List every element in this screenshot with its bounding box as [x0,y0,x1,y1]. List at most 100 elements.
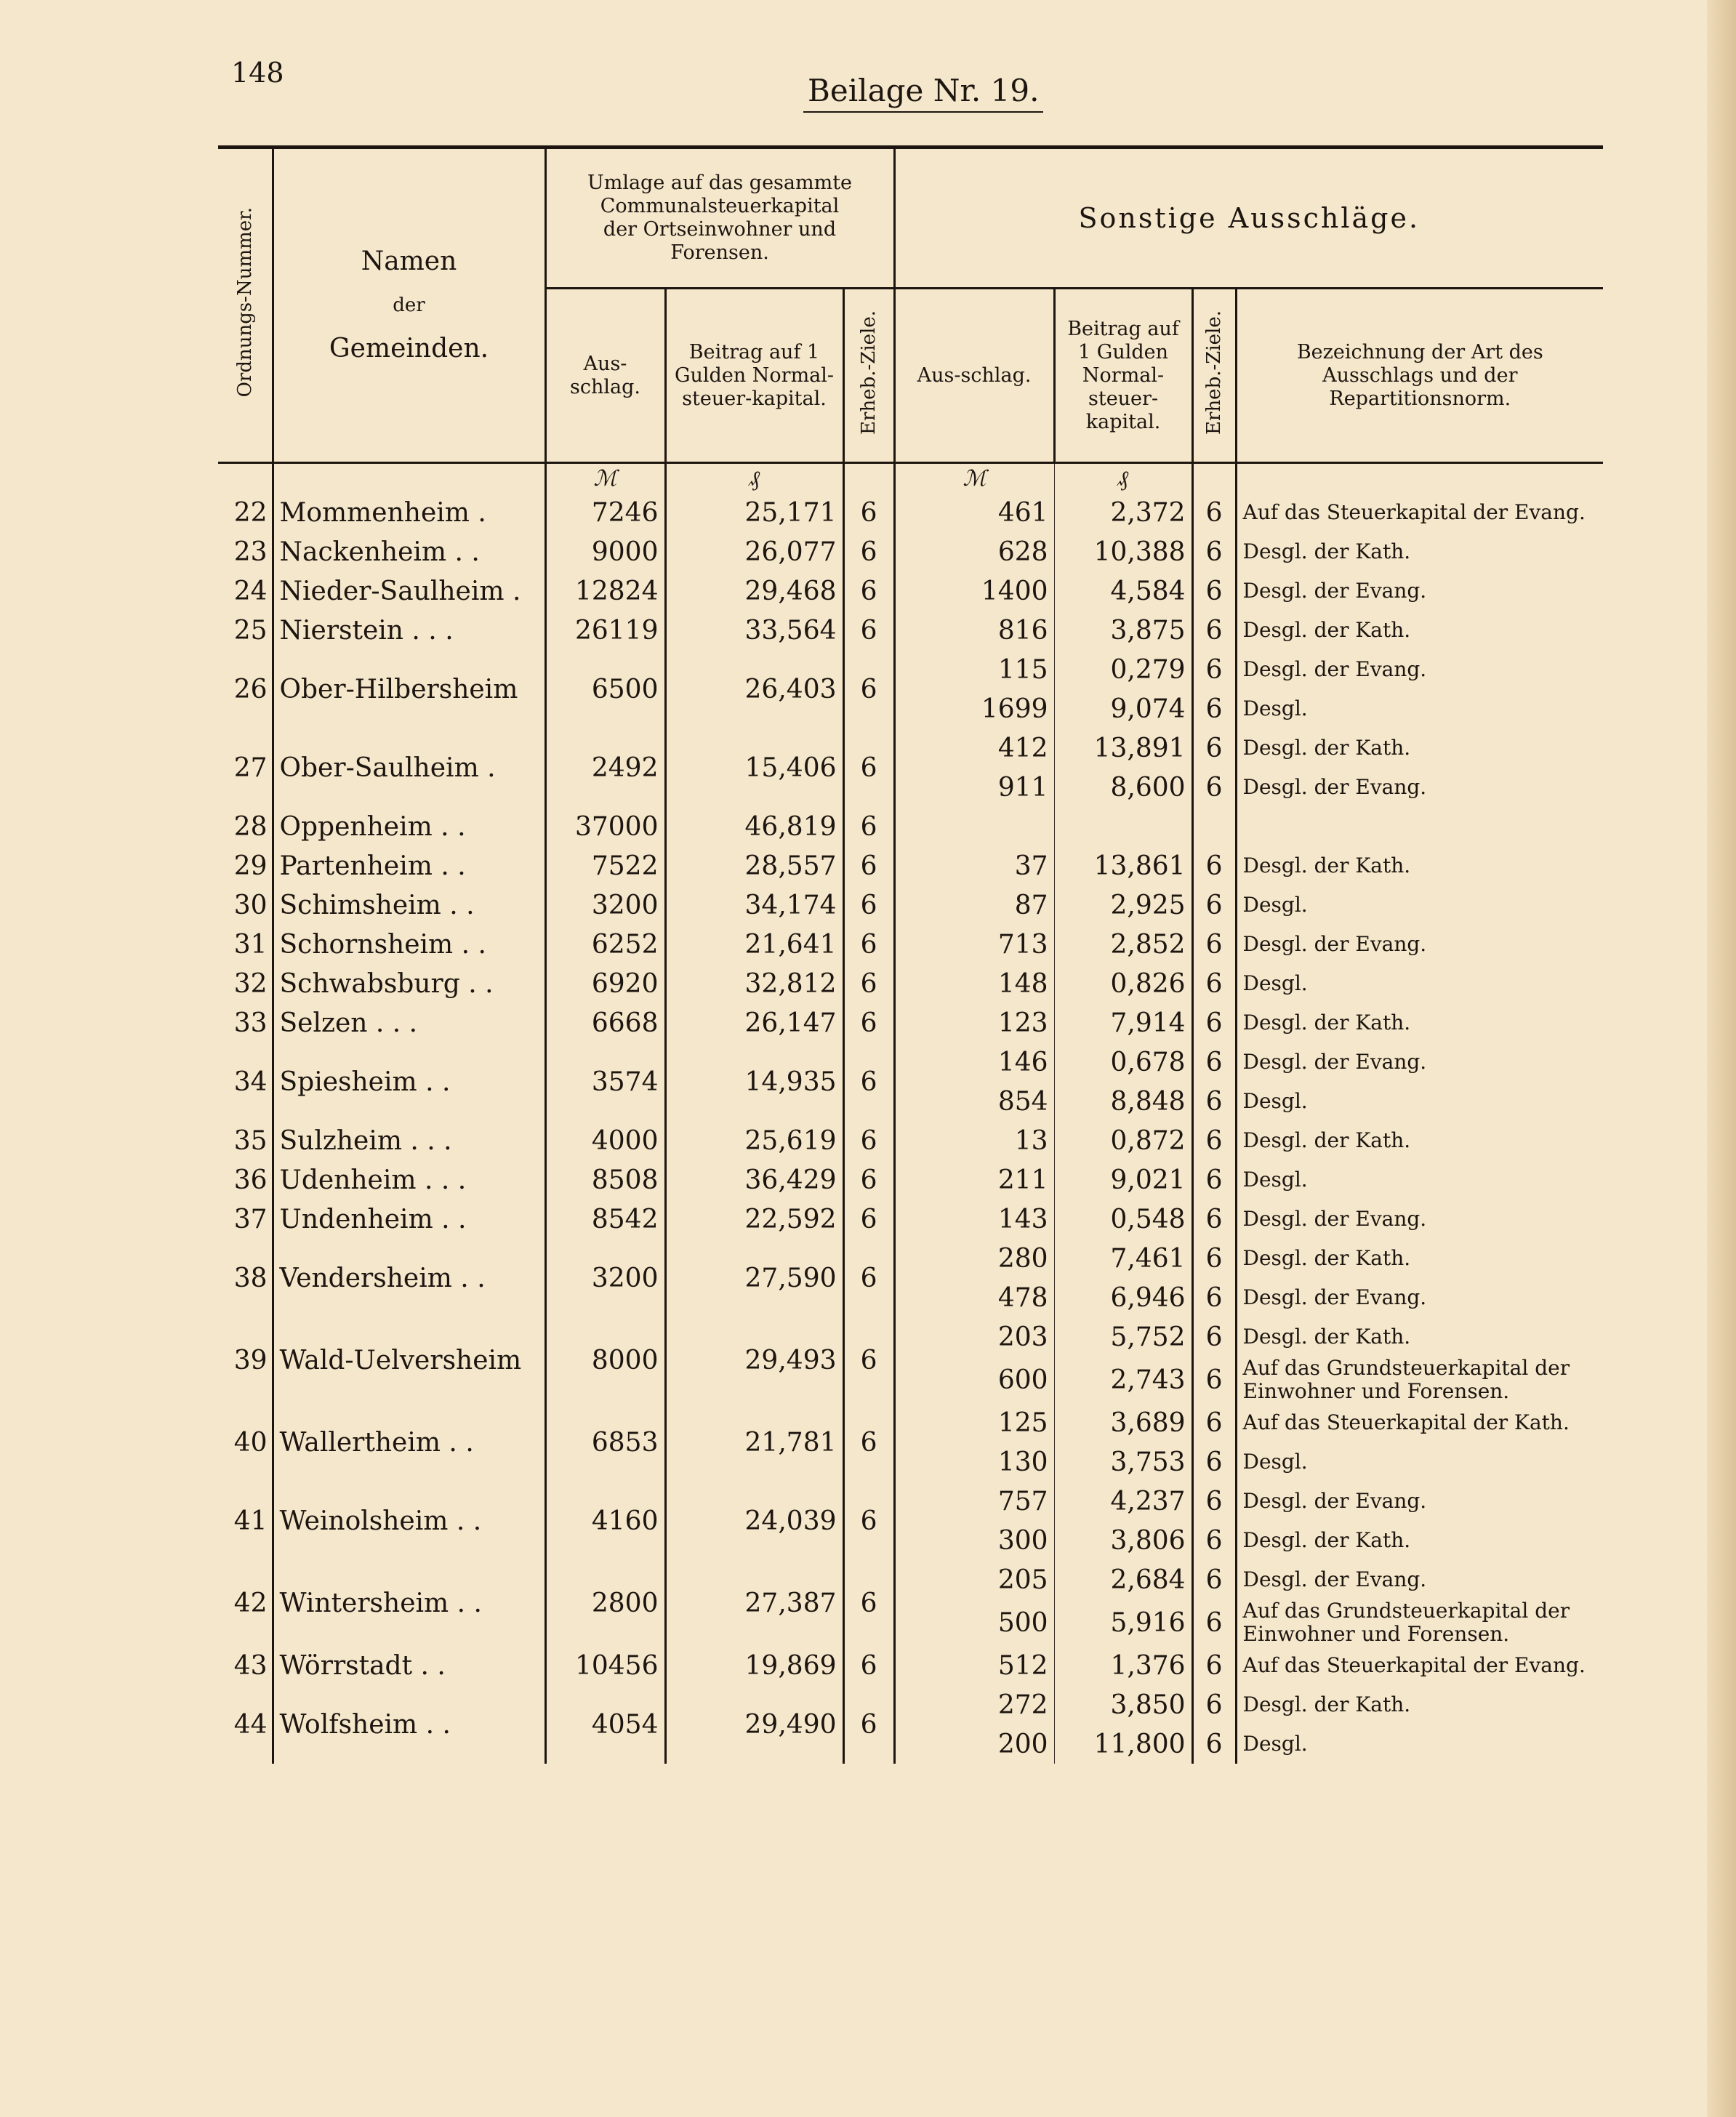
umlage-ausschlag: 6920 [544,964,665,1003]
umlage-ausschlag: 2492 [544,728,665,807]
municipality-name: Undenheim . . [271,1200,545,1239]
sonstige-beitrag: 8,848 [1053,1082,1193,1121]
umlage-erheb-ziele: 6 [842,728,895,807]
umlage-beitrag: 25,171 [664,493,843,532]
umlage-ausschlag: 6668 [544,1003,665,1043]
sonstige-ausschlag: 500 [893,1599,1055,1646]
umlage-beitrag: 29,493 [664,1317,843,1403]
sonstige-erheb-ziele: 6 [1191,1317,1237,1357]
sonstige-bezeichnung: Desgl. [1234,1442,1604,1482]
sonstige-beitrag: 11,800 [1053,1724,1193,1764]
umlage-beitrag: 19,869 [664,1646,843,1685]
umlage-ausschlag: 4054 [544,1685,665,1764]
sonstige-ausschlag: 87 [893,885,1055,925]
sonstige-erheb-ziele: 6 [1191,611,1237,650]
umlage-beitrag: 15,406 [664,728,843,807]
municipality-name: Wallertheim . . [271,1403,545,1482]
table-row: 30 Schimsheim . . 3200 34,174 6 87 2,925 6 Desgl… [218,885,1604,925]
sonstige-ausschlag [893,807,1055,846]
header-ordnungs-nummer: Ordnungs-Nummer. [218,147,273,464]
sonstige-bezeichnung: Desgl. der Kath. [1234,728,1604,768]
umlage-ausschlag: 9000 [544,532,665,571]
sonstige-ausschlag: 1400 [893,571,1055,611]
umlage-ausschlag: 3574 [544,1043,665,1121]
sonstige-ausschlag: 115 [893,650,1055,689]
municipality-name: Nierstein . . . [271,611,545,650]
sonstige-erheb-ziele: 6 [1191,1599,1237,1646]
header-beitrag-1: Beitrag auf 1 Gulden Normal-steuer-kapit… [664,288,843,464]
municipality-name: Sulzheim . . . [271,1121,545,1160]
municipality-name: Udenheim . . . [271,1160,545,1200]
municipality-name: Schimsheim . . [271,885,545,925]
umlage-erheb-ziele: 6 [842,493,895,532]
sonstige-beitrag: 5,916 [1053,1599,1193,1646]
umlage-erheb-ziele: 6 [842,1003,895,1043]
sonstige-ausschlag: 37 [893,846,1055,885]
umlage-ausschlag: 8508 [544,1160,665,1200]
sonstige-erheb-ziele: 6 [1191,1521,1237,1560]
table-row: 41 Weinolsheim . . 4160 24,039 6 757 4,237 6 Des… [218,1482,1604,1560]
municipality-name: Wolfsheim . . [271,1685,545,1764]
row-number: 38 [233,1263,268,1293]
sonstige-beitrag: 2,852 [1053,925,1193,964]
sonstige-beitrag: 2,743 [1053,1357,1193,1403]
row-number: 28 [233,811,268,842]
row-number: 26 [233,674,268,704]
table-row: 44 Wolfsheim . . 4054 29,490 6 272 3,850 6 Desgl… [218,1685,1604,1764]
umlage-beitrag: 22,592 [664,1200,843,1239]
sonstige-bezeichnung: Desgl. der Evang. [1234,1200,1604,1239]
sonstige-ausschlag: 412 [893,728,1055,768]
table-row: 911 8,600 6 Desgl. der Evang. [218,768,1604,807]
municipality-name: Ober-Hilbersheim [271,650,545,728]
sonstige-erheb-ziele: 6 [1191,1685,1237,1724]
table-row: 28 Oppenheim . . 37000 46,819 6 [218,807,1604,846]
umlage-ausschlag: 6252 [544,925,665,964]
row-number: 39 [233,1345,268,1375]
row-number: 37 [233,1204,268,1234]
row-number: 29 [233,851,268,881]
umlage-ausschlag: 8542 [544,1200,665,1239]
header-ausschlag-2: Aus-schlag. [893,288,1055,464]
sonstige-beitrag: 6,946 [1053,1278,1193,1317]
header-umlage: Umlage auf das gesammte Communalsteuerka… [544,147,895,289]
table-row: 27 Ober-Saulheim . 2492 15,406 6 412 13,891 6 De… [218,728,1604,807]
umlage-erheb-ziele: 6 [842,1403,895,1482]
sonstige-bezeichnung: Auf das Steuerkapital der Evang. [1234,493,1604,532]
sonstige-beitrag: 4,237 [1053,1482,1193,1521]
sonstige-bezeichnung: Auf das Steuerkapital der Evang. [1234,1646,1604,1685]
umlage-ausschlag: 10456 [544,1646,665,1685]
table-row: 35 Sulzheim . . . 4000 25,619 6 13 0,872 6 Desgl… [218,1121,1604,1160]
sonstige-beitrag: 4,584 [1053,571,1193,611]
sonstige-ausschlag: 300 [893,1521,1055,1560]
sonstige-erheb-ziele: 6 [1191,846,1237,885]
sonstige-erheb-ziele: 6 [1191,1082,1237,1121]
row-number: 23 [233,537,268,567]
sonstige-beitrag: 7,461 [1053,1239,1193,1278]
sonstige-erheb-ziele: 6 [1191,532,1237,571]
sonstige-ausschlag: 125 [893,1403,1055,1442]
municipality-name: Nieder-Saulheim . [271,571,545,611]
sonstige-ausschlag: 512 [893,1646,1055,1685]
unit-pf: ₰ [1053,462,1193,493]
sonstige-beitrag: 13,861 [1053,846,1193,885]
sonstige-ausschlag: 478 [893,1278,1055,1317]
umlage-erheb-ziele: 6 [842,1317,895,1403]
umlage-beitrag: 14,935 [664,1043,843,1121]
sonstige-erheb-ziele: 6 [1191,1724,1237,1764]
sonstige-ausschlag: 13 [893,1121,1055,1160]
table-row: 37 Undenheim . . 8542 22,592 6 143 0,548 6 Desgl… [218,1200,1604,1239]
row-number: 41 [233,1506,268,1536]
umlage-beitrag: 27,387 [664,1560,843,1646]
sonstige-erheb-ziele: 6 [1191,1160,1237,1200]
table-row: 34 Spiesheim . . 3574 14,935 6 146 0,678 6 Desgl… [218,1043,1604,1121]
sonstige-erheb-ziele: 6 [1191,1121,1237,1160]
sonstige-beitrag: 0,548 [1053,1200,1193,1239]
sonstige-bezeichnung: Desgl. der Evang. [1234,571,1604,611]
municipality-name: Wald-Uelversheim [271,1317,545,1403]
row-number: 27 [233,752,268,783]
sonstige-bezeichnung: Desgl. der Evang. [1234,1043,1604,1082]
header-erheb-ziele-1: Erheb.-Ziele. [842,288,895,464]
sonstige-erheb-ziele: 6 [1191,571,1237,611]
municipality-name: Wörrstadt . . [271,1646,545,1685]
sonstige-bezeichnung: Auf das Grundsteuerkapital der Einwohner… [1234,1599,1604,1646]
